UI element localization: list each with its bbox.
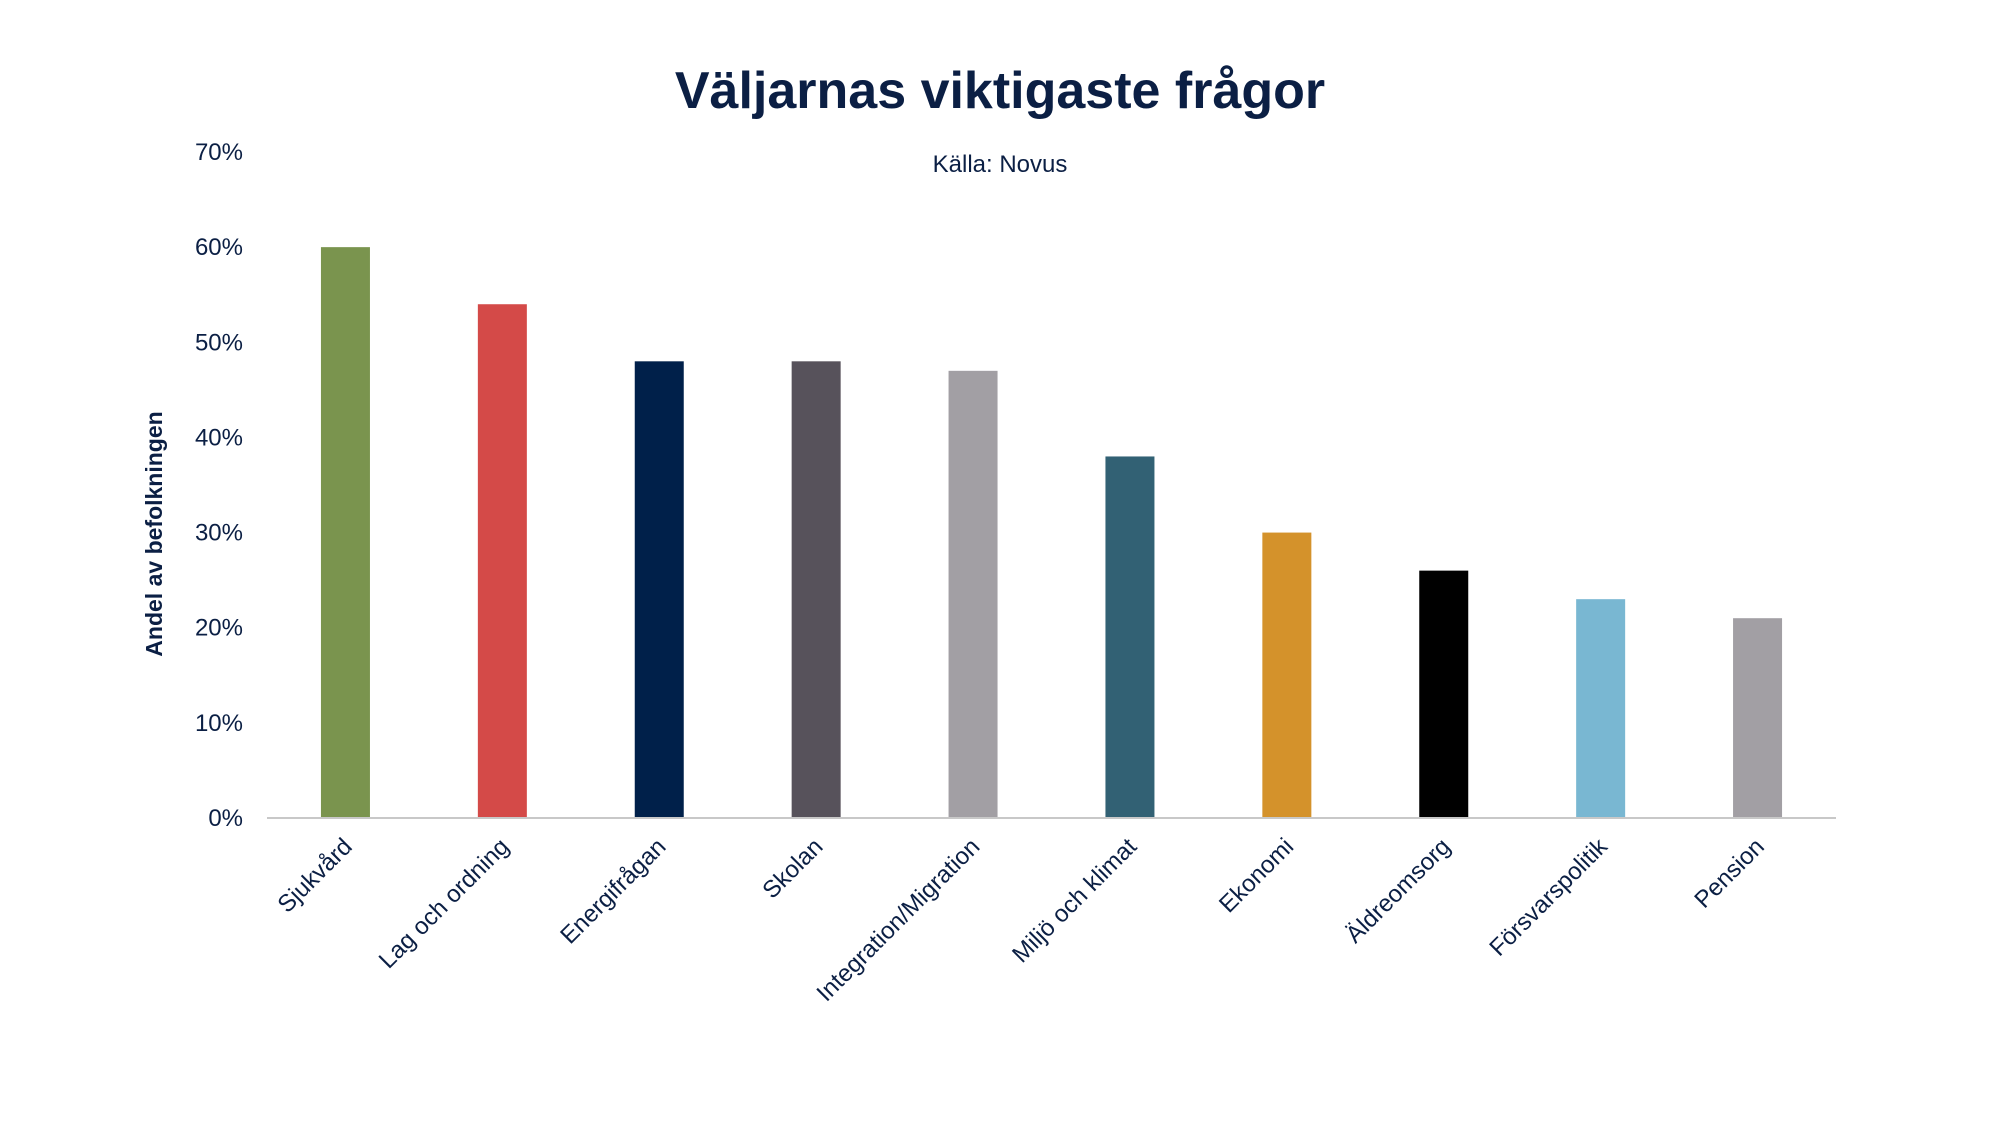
y-tick-label: 40%	[195, 424, 243, 451]
x-tick-label: Pension	[1689, 833, 1769, 913]
chart-title: Väljarnas viktigaste frågor	[675, 62, 1325, 120]
x-tick-label: Försvarspolitik	[1484, 832, 1613, 961]
y-axis-label: Andel av befolkningen	[141, 411, 167, 656]
y-tick-label: 60%	[195, 234, 243, 261]
y-tick-label: 50%	[195, 329, 243, 356]
x-tick-label: Energifrågan	[555, 833, 671, 949]
x-tick-label: Äldreomsorg	[1341, 833, 1456, 948]
x-tick-label: Lag och ordning	[374, 833, 515, 974]
y-axis-ticks: 0% 10% 20% 30% 40% 50% 60% 70%	[195, 139, 243, 832]
y-tick-label: 70%	[195, 139, 243, 166]
y-tick-label: 30%	[195, 520, 243, 547]
chart-subtitle: Källa: Novus	[933, 151, 1068, 178]
y-tick-label: 20%	[195, 615, 243, 642]
bars	[320, 247, 1783, 819]
bar	[634, 361, 684, 818]
bar	[1262, 532, 1312, 818]
bar	[791, 361, 841, 818]
bar	[320, 247, 370, 819]
bar	[477, 304, 527, 818]
bar	[1105, 456, 1155, 818]
y-tick-label: 10%	[195, 710, 243, 737]
x-tick-label: Integration/Migration	[811, 833, 985, 1007]
x-tick-label: Miljö och klimat	[1007, 833, 1142, 968]
x-tick-label: Skolan	[757, 833, 828, 904]
y-tick-label: 0%	[208, 805, 243, 832]
bar	[1419, 570, 1469, 818]
x-tick-label: Ekonomi	[1214, 833, 1299, 918]
bar	[1733, 618, 1783, 818]
bar	[1576, 599, 1626, 818]
x-tick-label: Sjukvård	[273, 833, 358, 918]
bar	[948, 370, 998, 818]
x-axis-labels: Sjukvård Lag och ordning Energifrågan Skola…	[273, 832, 1770, 1007]
